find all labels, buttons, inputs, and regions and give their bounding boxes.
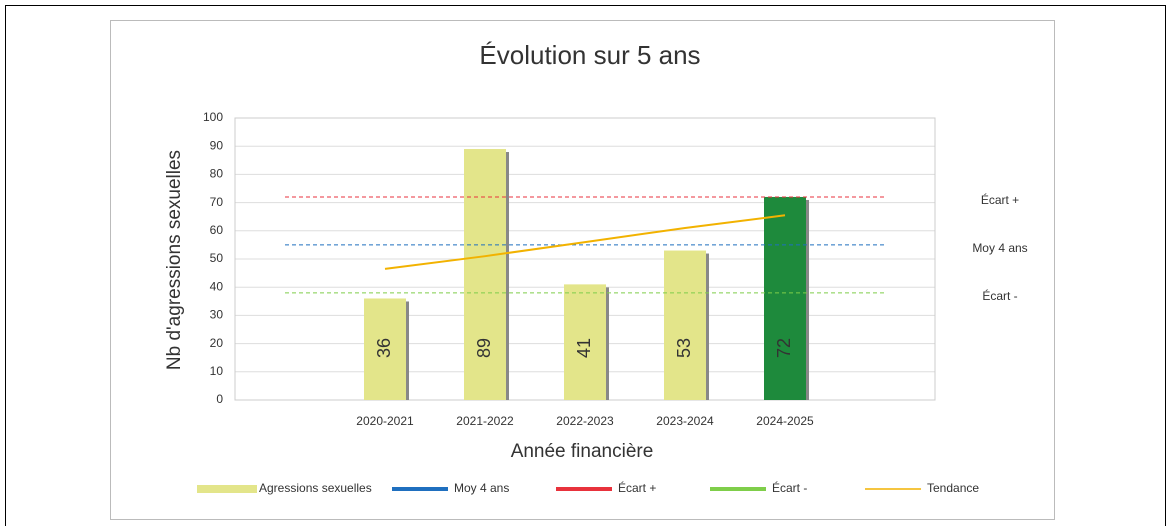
y-tick-label: 10 (210, 364, 224, 378)
y-tick-label: 60 (210, 223, 224, 237)
data-label: 36 (374, 338, 394, 358)
legend-swatch (197, 485, 257, 493)
annotation: Écart + (981, 192, 1019, 207)
legend-label: Agressions sexuelles (259, 481, 372, 495)
x-tick-label: 2022-2023 (556, 414, 614, 428)
y-tick-label: 90 (210, 138, 224, 152)
x-tick-label: 2021-2022 (456, 414, 514, 428)
bar (464, 149, 506, 400)
chart-title: Évolution sur 5 ans (479, 40, 700, 70)
y-tick-label: 80 (210, 167, 224, 181)
legend-label: Écart + (618, 480, 656, 495)
bar (764, 196, 806, 400)
x-tick-label: 2024-2025 (756, 414, 814, 428)
y-tick-label: 70 (210, 195, 224, 209)
line-series (384, 214, 786, 270)
x-axis-title: Année financière (511, 441, 654, 462)
data-label: 53 (674, 338, 694, 358)
y-tick-label: 50 (210, 251, 224, 265)
annotation: Moy 4 ans (972, 241, 1027, 255)
y-axis-title: Nb d'agressions sexuelles (164, 150, 185, 370)
annotation: Écart - (982, 288, 1017, 303)
data-label: 72 (774, 338, 794, 358)
chart-frame (110, 20, 1055, 520)
y-tick-label: 20 (210, 336, 224, 350)
x-tick-label: 2020-2021 (356, 414, 414, 428)
bar (664, 250, 706, 400)
data-label: 41 (574, 338, 594, 358)
y-tick-label: 40 (210, 279, 224, 293)
bar (564, 284, 606, 400)
x-tick-label: 2023-2024 (656, 414, 714, 428)
y-tick-label: 30 (210, 308, 224, 322)
legend-label: Écart - (772, 480, 807, 495)
bar (364, 298, 406, 400)
y-tick-label: 100 (203, 110, 223, 124)
legend-label: Tendance (927, 481, 979, 495)
data-label: 89 (474, 338, 494, 358)
legend-label: Moy 4 ans (454, 481, 509, 495)
y-tick-label: 0 (216, 392, 223, 406)
